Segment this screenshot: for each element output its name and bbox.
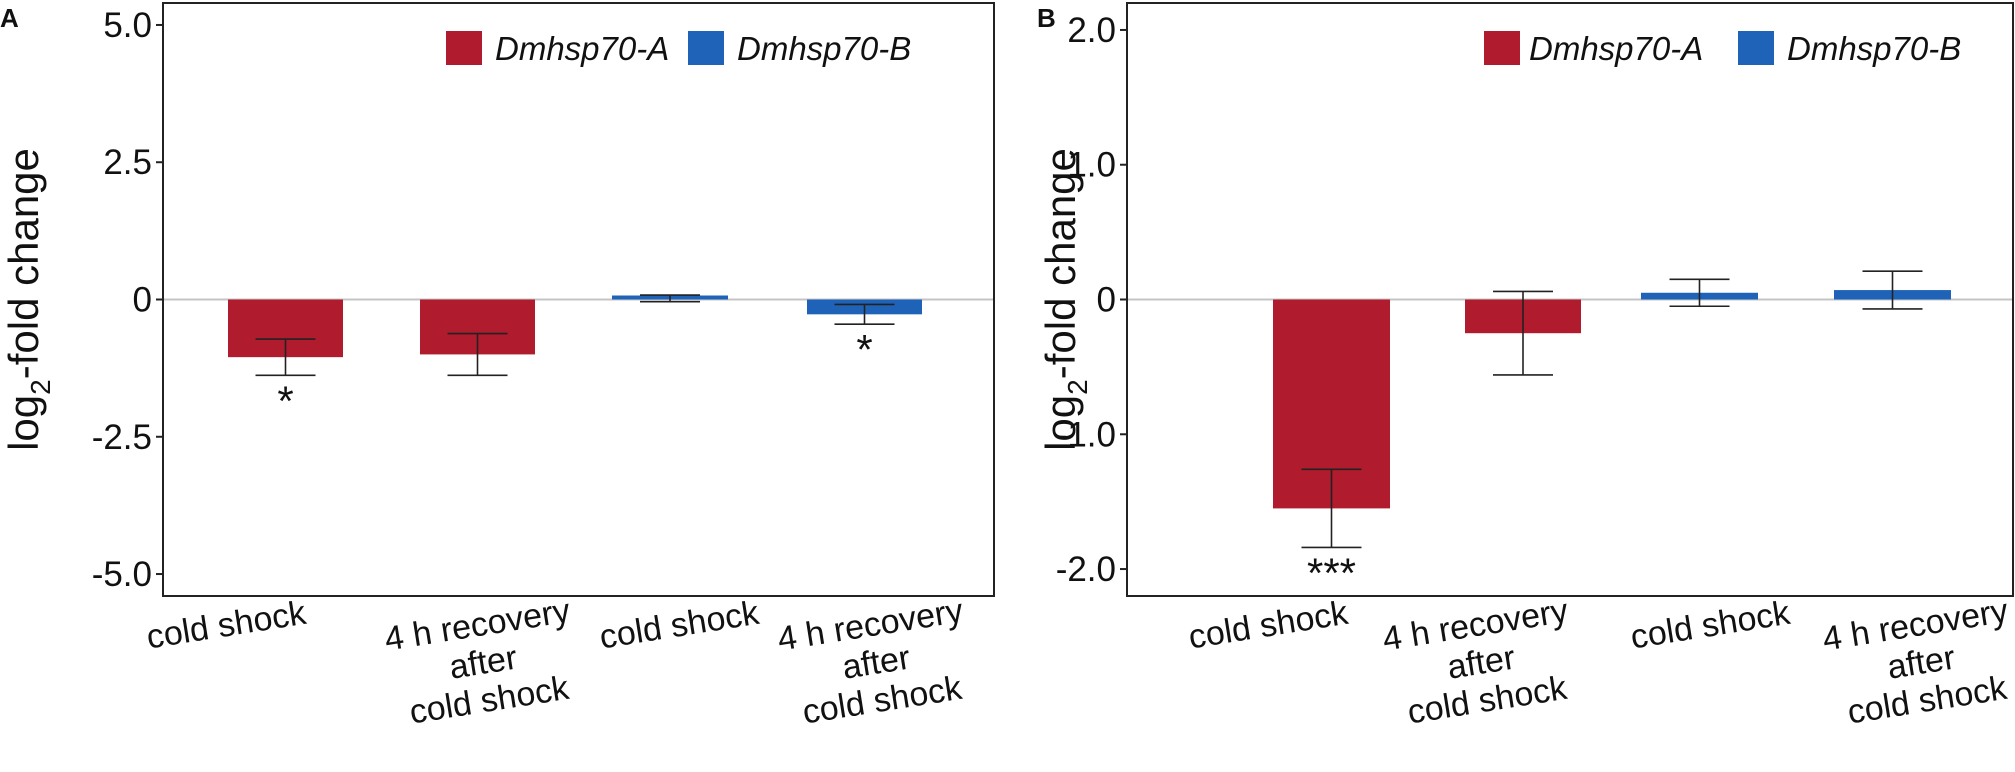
- legend-swatch-a: [1484, 31, 1520, 65]
- category-label: cold shock: [1628, 594, 1794, 657]
- y-tick-label: 0: [1097, 281, 1116, 320]
- panel-label: A: [0, 3, 19, 33]
- legend-swatch-b: [688, 31, 724, 65]
- category-label: cold shock: [144, 594, 310, 657]
- y-tick-label: 2.0: [1067, 11, 1116, 50]
- legend-label-b: Dmhsp70-B: [1787, 30, 1961, 67]
- y-axis-title: log2-fold change: [0, 148, 56, 451]
- legend-label-a: Dmhsp70-A: [495, 30, 669, 67]
- y-tick-label: 0: [133, 281, 152, 320]
- category-label: 4 h recoveryaftercold shock: [382, 592, 585, 734]
- panel-a: A 5.0 2.5 0 -2.5 -5.0 log2-fold change * * cold s…: [0, 2, 995, 734]
- plot-frame: [1126, 2, 2014, 597]
- y-tick-label: 1.0: [1067, 146, 1116, 185]
- y-axis-title-subscript: 2: [25, 379, 56, 395]
- y-tick-label: -2.5: [92, 418, 152, 457]
- plot-frame: [162, 2, 995, 597]
- category-label: 4 h recoveryaftercold shock: [1820, 592, 2015, 734]
- category-label: cold shock: [1186, 594, 1352, 657]
- y-axis-title: log2-fold change: [1037, 148, 1093, 451]
- category-label: 4 h recoveryaftercold shock: [775, 592, 978, 734]
- category-label: 4 h recoveryaftercold shock: [1380, 592, 1583, 734]
- category-label: cold shock: [597, 594, 763, 657]
- y-tick-label: -2.0: [1056, 550, 1116, 589]
- y-tick-label: -5.0: [92, 555, 152, 594]
- significance-marker: *: [856, 326, 872, 373]
- y-axis-title-main: log: [0, 395, 47, 451]
- legend-label-a: Dmhsp70-A: [1529, 30, 1703, 67]
- y-axis-title-rest: -fold change: [0, 148, 47, 379]
- significance-marker: ***: [1307, 549, 1356, 596]
- legend-swatch-a: [446, 31, 482, 65]
- y-tick-label: -1.0: [1056, 415, 1116, 454]
- y-axis-title-subscript: 2: [1062, 379, 1093, 395]
- significance-marker: *: [277, 377, 293, 424]
- panel-label: B: [1037, 3, 1056, 33]
- category-label-line: cold shock: [1628, 594, 1794, 657]
- y-axis-title-main: log: [1037, 395, 1084, 451]
- y-tick-label: 2.5: [103, 143, 152, 182]
- legend-swatch-b: [1738, 31, 1774, 65]
- y-tick-label: 5.0: [103, 6, 152, 45]
- legend-label-b: Dmhsp70-B: [737, 30, 911, 67]
- category-label-line: cold shock: [1186, 594, 1352, 657]
- category-label-line: cold shock: [144, 594, 310, 657]
- category-label-line: cold shock: [597, 594, 763, 657]
- y-axis-title-rest: -fold change: [1037, 148, 1084, 379]
